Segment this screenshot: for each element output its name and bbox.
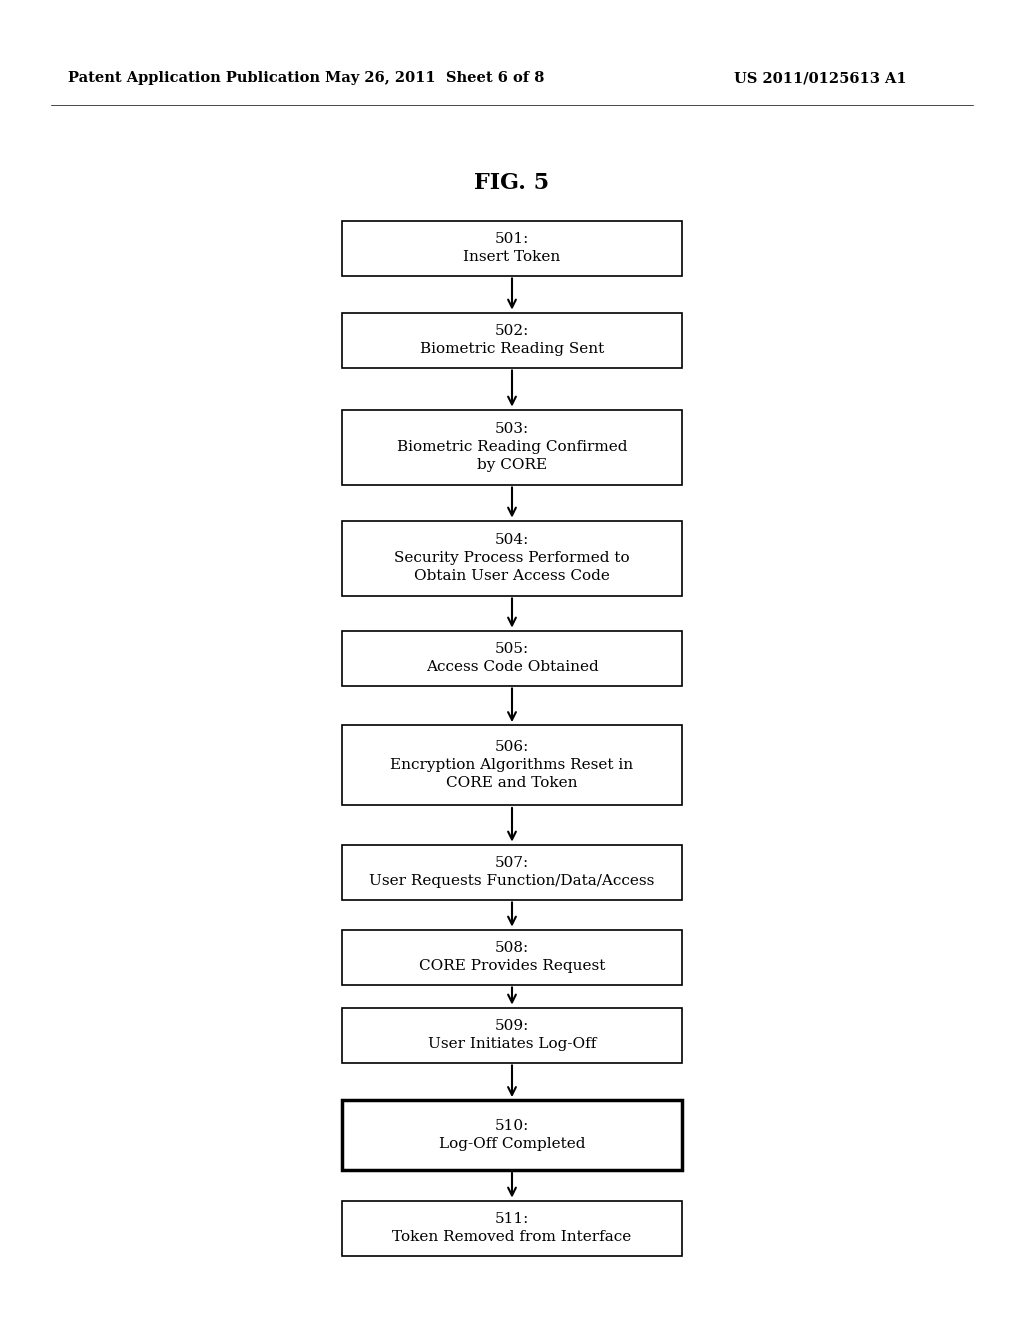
FancyBboxPatch shape [342,313,682,367]
Text: 510:
Log-Off Completed: 510: Log-Off Completed [438,1119,586,1151]
FancyBboxPatch shape [342,631,682,685]
Text: 509:
User Initiates Log-Off: 509: User Initiates Log-Off [428,1019,596,1051]
FancyBboxPatch shape [342,929,682,985]
Text: 507:
User Requests Function/Data/Access: 507: User Requests Function/Data/Access [370,855,654,888]
FancyBboxPatch shape [342,1100,682,1170]
Text: 504:
Security Process Performed to
Obtain User Access Code: 504: Security Process Performed to Obtai… [394,532,630,583]
Text: 501:
Insert Token: 501: Insert Token [464,232,560,264]
Text: 502:
Biometric Reading Sent: 502: Biometric Reading Sent [420,323,604,356]
Text: 505:
Access Code Obtained: 505: Access Code Obtained [426,642,598,675]
FancyBboxPatch shape [342,1007,682,1063]
Text: 511:
Token Removed from Interface: 511: Token Removed from Interface [392,1212,632,1245]
Text: 503:
Biometric Reading Confirmed
by CORE: 503: Biometric Reading Confirmed by CORE [396,421,628,473]
Text: 508:
CORE Provides Request: 508: CORE Provides Request [419,941,605,973]
FancyBboxPatch shape [342,409,682,484]
FancyBboxPatch shape [342,520,682,595]
Text: 506:
Encryption Algorithms Reset in
CORE and Token: 506: Encryption Algorithms Reset in CORE… [390,739,634,791]
Text: May 26, 2011  Sheet 6 of 8: May 26, 2011 Sheet 6 of 8 [326,71,545,84]
FancyBboxPatch shape [342,220,682,276]
FancyBboxPatch shape [342,845,682,899]
FancyBboxPatch shape [342,1200,682,1255]
Text: US 2011/0125613 A1: US 2011/0125613 A1 [733,71,906,84]
FancyBboxPatch shape [342,725,682,805]
Text: Patent Application Publication: Patent Application Publication [68,71,319,84]
Text: FIG. 5: FIG. 5 [474,172,550,194]
